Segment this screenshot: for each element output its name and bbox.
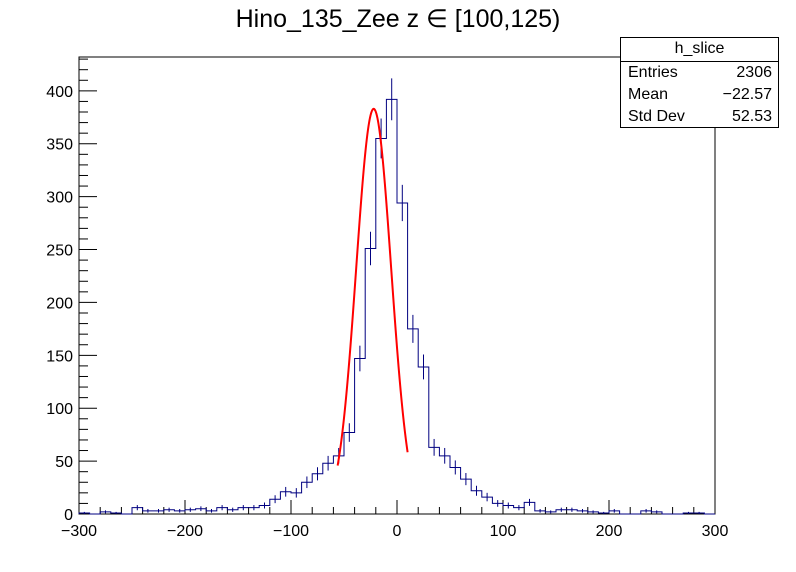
stats-row-mean: Mean −22.57 [621,84,778,106]
stats-label: Std Dev [628,108,685,125]
axis-tick-labels: −300 −200 −100 0 100 200 300 0 50 100 150 200 250 300… [46,84,728,540]
x-tick-label: 100 [490,523,517,540]
y-tick-label: 250 [46,243,73,260]
y-tick-label: 200 [46,295,73,312]
stats-value: 2306 [736,64,772,81]
y-tick-label: 350 [46,137,73,154]
histogram-outline [78,98,715,515]
histogram-bin [418,367,429,514]
stats-label: Mean [628,86,669,103]
histogram-bin [323,463,334,514]
error-bars [83,78,700,514]
histogram-bin [355,358,366,514]
y-tick-label: 400 [46,84,73,101]
y-tick-label: 300 [46,190,73,207]
x-tick-label: −200 [167,523,203,540]
stats-row-stddev: Std Dev 52.53 [621,106,778,128]
x-tick-label: −300 [61,523,97,540]
y-tick-label: 150 [46,348,73,365]
chart-title: Hino_135_Zee z ∈ [100,125) [235,5,561,33]
histogram-bins [78,98,715,515]
histogram-bin [365,248,376,514]
histogram-bin [344,433,355,514]
stats-label: Entries [628,64,678,81]
histogram-bin [386,99,397,514]
y-tick-label: 50 [55,454,73,471]
x-tick-label: 300 [702,523,729,540]
histogram-bin [429,447,440,514]
stats-title: h_slice [621,38,778,62]
stats-row-entries: Entries 2306 [621,62,778,84]
x-tick-label: 0 [393,523,402,540]
gaussian-fit-curve [336,107,409,466]
histogram-bin [408,329,419,514]
stats-value: 52.53 [731,108,772,125]
y-tick-label: 100 [46,401,73,418]
y-tick-label: 0 [64,507,73,524]
x-tick-label: −100 [273,523,309,540]
x-tick-label: 200 [596,523,623,540]
stats-box: h_slice Entries 2306 Mean −22.57 Std Dev… [620,37,779,128]
histogram-bin [439,456,450,514]
stats-value: −22.57 [722,86,772,103]
